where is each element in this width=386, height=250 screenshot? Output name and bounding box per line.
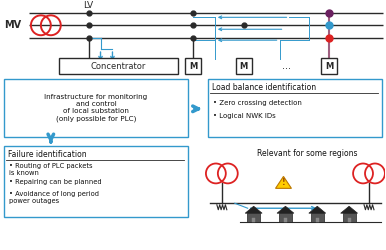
Text: • Routing of PLC packets
is known: • Routing of PLC packets is known [9,163,93,176]
FancyBboxPatch shape [4,146,188,217]
Polygon shape [309,206,326,213]
Bar [348,218,350,222]
Text: M: M [325,62,334,70]
Text: • Repairing can be planned: • Repairing can be planned [9,180,102,186]
Bar [59,58,178,74]
Bar [252,218,255,222]
Bar [236,58,252,74]
Text: Load balance identification: Load balance identification [212,84,316,92]
Text: ...: ... [282,61,291,71]
Polygon shape [341,206,357,213]
Text: Failure identification: Failure identification [8,150,87,159]
Bar [343,213,356,222]
Text: !: ! [282,178,285,187]
Text: • Zero crossing detection: • Zero crossing detection [213,100,302,106]
Text: MV: MV [4,20,21,30]
FancyBboxPatch shape [4,79,188,137]
Text: • Logical NWK IDs: • Logical NWK IDs [213,113,276,119]
Bar [185,58,201,74]
Polygon shape [276,176,291,188]
Text: Concentrator: Concentrator [91,62,146,70]
Text: LV: LV [83,1,94,10]
Text: Infrastructure for monitoring
and control
of local substation
(only possible for: Infrastructure for monitoring and contro… [44,94,148,122]
Bar [316,218,319,222]
Text: • Avoidance of long period
power outages: • Avoidance of long period power outages [9,191,99,204]
FancyBboxPatch shape [208,79,382,137]
Text: Relevant for some regions: Relevant for some regions [257,149,357,158]
Bar [247,213,260,222]
Text: M: M [189,62,197,70]
Bar [279,213,292,222]
Text: M: M [240,62,248,70]
Bar [321,58,337,74]
Polygon shape [245,206,262,213]
Polygon shape [277,206,294,213]
Bar [311,213,324,222]
Bar [284,218,287,222]
